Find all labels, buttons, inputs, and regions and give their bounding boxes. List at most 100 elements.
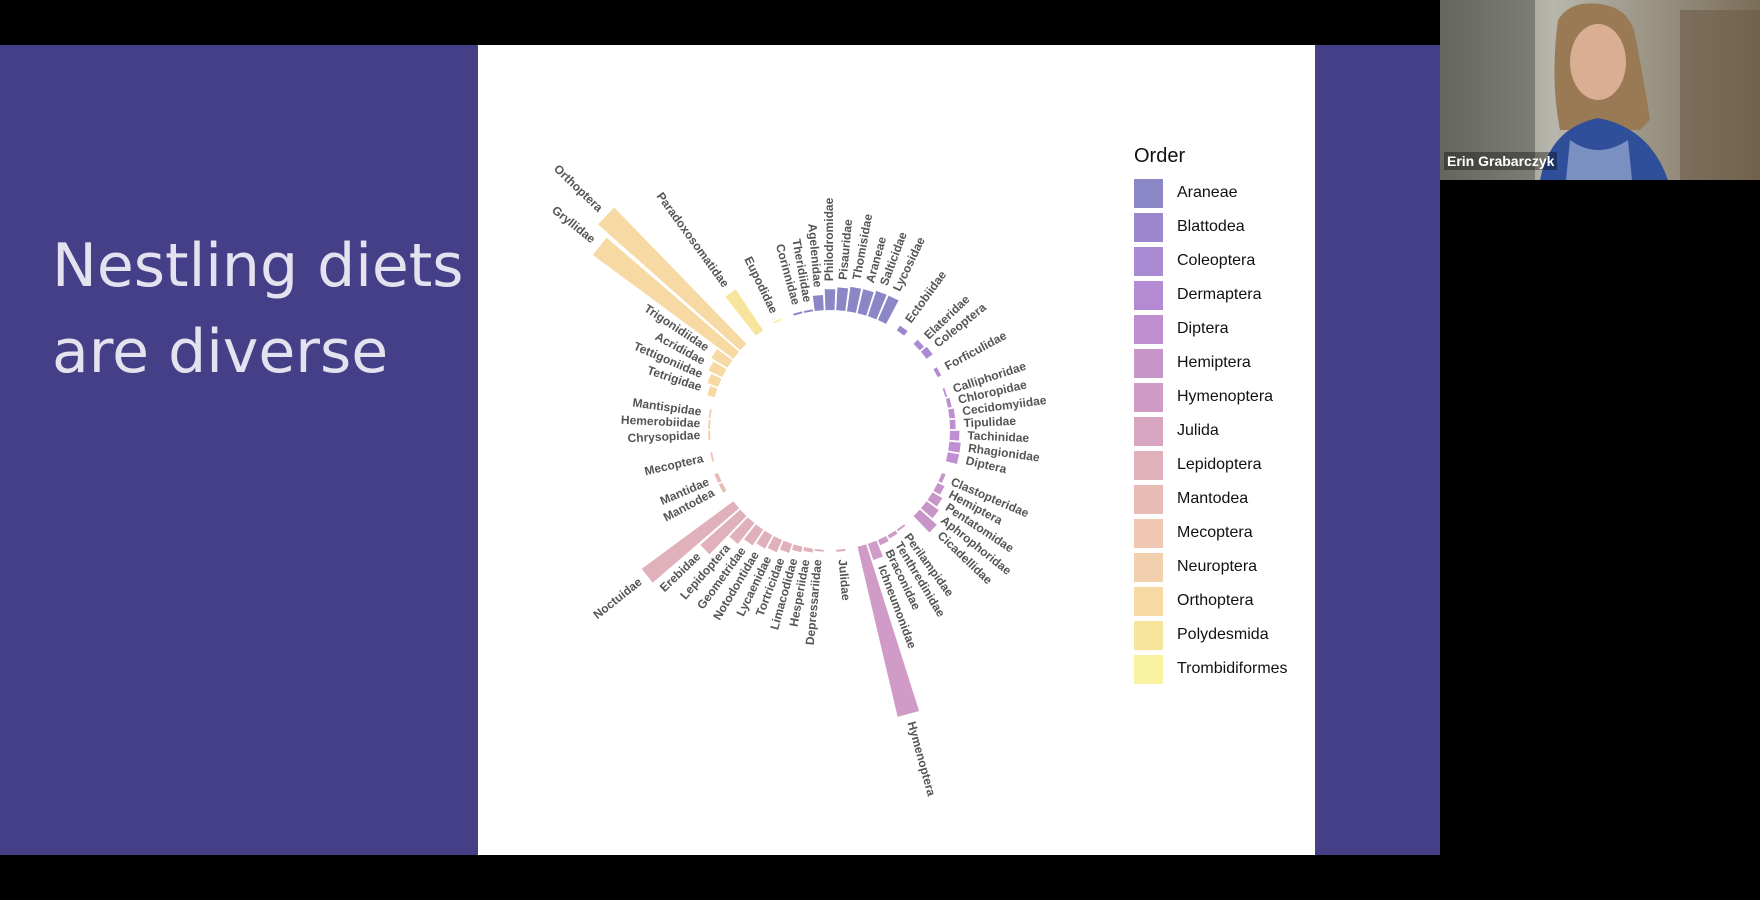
chart-bar [598, 207, 747, 351]
legend-item: Blattodea [1134, 210, 1314, 244]
legend-label: Hemiptera [1177, 354, 1251, 371]
chart-bar [779, 540, 793, 553]
legend-item: Polydesmida [1134, 618, 1314, 652]
legend-label: Julida [1177, 422, 1219, 439]
legend-swatch [1134, 246, 1163, 276]
participant-video-tile[interactable]: Erin Grabarczyk [1440, 0, 1760, 180]
chart-bar [949, 430, 960, 441]
circular-bar-chart: Corinnidae Theridiidae Agelenidae Philodrom… [478, 45, 1315, 855]
slide-title: Nestling diets are diverse [52, 223, 464, 395]
chart-bar [773, 318, 783, 324]
bar-label: Julidae [835, 559, 853, 602]
chart-bar [857, 289, 874, 316]
chart-bar [933, 482, 945, 495]
chart-bar [824, 289, 836, 311]
legend-item: Lepidoptera [1134, 448, 1314, 482]
legend-swatch [1134, 620, 1163, 650]
chart-bar [641, 501, 740, 583]
legend-label: Araneae [1177, 184, 1238, 201]
chart-bar [700, 509, 747, 555]
bar-label: Noctuidae [591, 575, 645, 622]
chart-bar [803, 547, 814, 553]
legend-swatch [1134, 314, 1163, 344]
legend-swatch [1134, 280, 1163, 310]
bar-label: Hemerobiidae [621, 413, 701, 431]
bar-label: Agelenidae [805, 223, 825, 288]
legend-item: Orthoptera [1134, 584, 1314, 618]
chart-bar [707, 386, 718, 398]
legend-label: Coleoptera [1177, 252, 1256, 269]
legend-label: Lepidoptera [1177, 456, 1262, 473]
legend-label: Diptera [1177, 320, 1229, 337]
chart-bar [945, 397, 952, 408]
chart-bar [814, 549, 824, 552]
legend-swatch [1134, 348, 1163, 378]
chart-canvas: CorinnidaeTheridiidaeAgelenidaePhilodrom… [549, 162, 1047, 798]
slide-title-line-2: are diverse [52, 317, 389, 387]
chart-bar [945, 452, 960, 465]
chart-bar [836, 287, 849, 311]
bar-label: Hymenoptera [905, 720, 939, 798]
chart-bar [711, 349, 733, 368]
bar-label: Tachinidae [967, 428, 1030, 445]
legend-swatch [1134, 654, 1163, 684]
chart-bar [744, 524, 764, 546]
chart-bar [857, 544, 920, 717]
participant-name-label: Erin Grabarczyk [1444, 152, 1558, 170]
chart-bar [812, 294, 824, 311]
chart-bar [793, 311, 803, 316]
legend-title: Order [1134, 145, 1186, 167]
chart-bar [846, 286, 862, 313]
legend-label: Mecoptera [1177, 524, 1253, 541]
chart-bar [948, 408, 956, 419]
participant-video-feed [1440, 0, 1760, 180]
legend-swatch [1134, 382, 1163, 412]
chart-bar [729, 517, 755, 544]
legend-swatch [1134, 450, 1163, 480]
chart-bar [708, 409, 712, 419]
chart-bar [803, 309, 814, 313]
legend-item: Coleoptera [1134, 244, 1314, 278]
chart-bar [707, 373, 722, 388]
legend-swatch [1134, 212, 1163, 242]
legend-label: Polydesmida [1177, 626, 1269, 643]
chart-bar [887, 530, 898, 539]
legend-label: Blattodea [1177, 218, 1245, 235]
chart-bar [708, 361, 727, 378]
chart-bar [592, 237, 740, 359]
chart-bar [836, 549, 846, 552]
legend-label: Dermaptera [1177, 286, 1262, 303]
legend-swatch [1134, 178, 1163, 208]
chart-bar [920, 501, 939, 519]
bar-label: Chrysopidae [627, 428, 701, 445]
chart-legend: Order Araneae Blattodea Coleoptera Dermapte… [1134, 145, 1314, 686]
bar-label: Pisauridae [836, 218, 855, 280]
legend-swatch [1134, 586, 1163, 616]
legend-item: Neuroptera [1134, 550, 1314, 584]
bar-label: Tipulidae [963, 414, 1016, 430]
legend-item: Julida [1134, 414, 1314, 448]
legend-swatch [1134, 416, 1163, 446]
chart-bar [792, 544, 803, 553]
chart-bar [896, 325, 908, 336]
chart-bar [867, 290, 887, 320]
chart-bar [718, 482, 727, 493]
legend-item: Mecoptera [1134, 516, 1314, 550]
chart-bar [710, 452, 715, 462]
legend-label: Neuroptera [1177, 558, 1258, 575]
chart-bar [714, 472, 722, 483]
chart-bar [867, 540, 883, 561]
chart-bar [725, 289, 764, 336]
legend-swatch [1134, 484, 1163, 514]
legend-label: Orthoptera [1177, 592, 1254, 609]
legend-item: Hemiptera [1134, 346, 1314, 380]
slide-title-line-1: Nestling diets [52, 231, 464, 301]
legend-item: Trombidiformes [1134, 652, 1314, 686]
legend-item: Diptera [1134, 312, 1314, 346]
legend-swatch [1134, 552, 1163, 582]
legend-label: Hymenoptera [1177, 388, 1274, 405]
chart-bar [938, 472, 946, 483]
legend-label: Trombidiformes [1177, 660, 1288, 677]
chart-bar [708, 419, 711, 430]
chart-bar [756, 530, 773, 549]
